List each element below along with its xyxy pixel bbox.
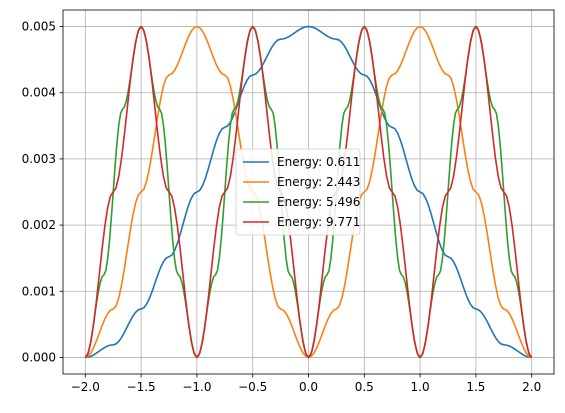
y-tick-label: 0.001: [22, 284, 56, 298]
y-tick-label: 0.003: [22, 152, 56, 166]
legend-label: Energy: 5.496: [277, 195, 360, 209]
x-tick-label: −1.5: [127, 380, 156, 394]
legend-label: Energy: 2.443: [277, 175, 360, 189]
x-tick-label: −2.0: [71, 380, 100, 394]
x-tick-label: 1.5: [466, 380, 485, 394]
series-line-4: [84, 25, 533, 359]
legend-label: Energy: 9.771: [277, 215, 360, 229]
y-tick-label: 0.004: [22, 86, 56, 100]
x-tick-label: −1.0: [182, 380, 211, 394]
series-line-1: [85, 25, 532, 359]
x-tick-label: 1.0: [411, 380, 430, 394]
y-tick-label: 0.000: [22, 350, 56, 364]
x-tick-label: −0.5: [238, 380, 267, 394]
y-tick-label: 0.002: [22, 218, 56, 232]
axis-ticks: −2.0 −1.5 −1.0 −0.5 0.0 0.5 1.0 1.5 2.0 0.000 0.00…: [22, 20, 542, 394]
series-lines: [84, 25, 533, 359]
legend-label: Energy: 0.611: [277, 155, 360, 169]
x-tick-label: 0.0: [299, 380, 318, 394]
x-tick-label: 2.0: [522, 380, 541, 394]
legend-box: [235, 148, 361, 236]
y-tick-label: 0.005: [22, 20, 56, 34]
x-tick-label: 0.5: [355, 380, 374, 394]
legend: Energy: 0.611 Energy: 2.443 Energy: 5.496 E…: [235, 148, 361, 236]
